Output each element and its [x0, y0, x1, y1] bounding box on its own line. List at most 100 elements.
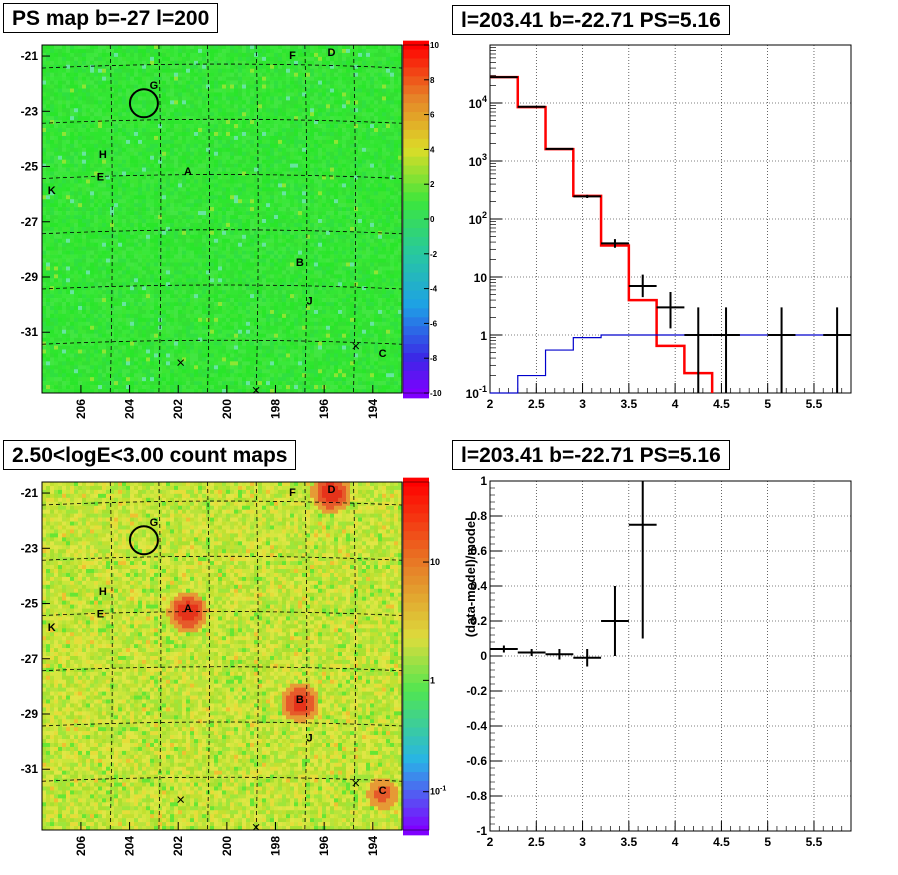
map-xtick-label: 202	[171, 399, 185, 419]
residual-panel: 2 2.5 3 3.5 4 4.5 5 5.5 1 0.8 0.6 0.4 0.2 0 -0.2 -0.4 -0…	[449, 437, 898, 875]
source-label-c: C	[379, 785, 387, 797]
spectrum-svg: 2 2.5 3 3.5 4 4.5 5 5.5 10-1 1 10 102 103 104	[466, 44, 852, 411]
residual-ytick-label: -0.4	[466, 719, 487, 733]
data-point	[628, 274, 657, 298]
colorbar-tick-label: 1	[430, 675, 435, 685]
map-ytick-label: -31	[21, 762, 39, 776]
spectrum-ytick-label: 10-1	[466, 384, 487, 401]
count-map-panel: 206 204 202 200 198 196 194 -21 -23 -25 -27 -29 -31 A…	[0, 437, 449, 875]
residual-xtick-label: 4	[672, 835, 679, 849]
spectrum-xtick-label: 3.5	[621, 397, 638, 411]
cross-marker	[177, 796, 185, 803]
marked-position-circle	[128, 88, 159, 119]
count-map-title: 2.50<logE<3.00 count maps	[3, 440, 297, 470]
colorbar-frame	[402, 481, 430, 831]
colorbar-tick-label: 2	[430, 180, 435, 189]
residual-xtick-label: 5.5	[806, 835, 823, 849]
cross-marker	[252, 386, 260, 394]
colorbar-tick-label: 4	[430, 145, 435, 154]
spectrum-xtick-label: 4	[672, 397, 679, 411]
cross-marker	[352, 342, 360, 350]
data-point	[573, 194, 602, 199]
spectrum-ytick-label: 10	[474, 271, 488, 285]
map-xtick-label: 198	[269, 399, 283, 419]
map-ytick-label: -23	[21, 104, 39, 118]
map-xtick-label: 194	[366, 399, 380, 419]
cross-marker	[352, 779, 360, 787]
map-ytick-label: -29	[21, 707, 39, 721]
map-ytick-label: -27	[21, 215, 39, 229]
residual-ytick-label: 1	[480, 474, 487, 488]
spectrum-xtick-label: 5.5	[806, 397, 823, 411]
colorbar-tick-label: 0	[430, 215, 435, 224]
residual-point	[517, 649, 546, 656]
map-grid	[41, 481, 403, 831]
ps-map-svg: 206 204 202 200 198 196 194-21-23-25-27-29-31A…	[21, 40, 442, 419]
source-label-j: J	[307, 733, 313, 745]
map-xtick-label: 206	[74, 399, 88, 419]
spectrum-panel: 2 2.5 3 3.5 4 4.5 5 5.5 10-1 1 10 102 103 104 l=203.4…	[449, 0, 898, 437]
ps-map-panel: 206 204 202 200 198 196 194 -21 -23 -25 -27 -29 -31 A…	[0, 0, 449, 437]
residual-xtick-label: 3	[579, 835, 586, 849]
residual-ytick-label: 0.6	[470, 544, 487, 558]
map-xtick-label: 198	[269, 836, 283, 856]
map-pixels	[42, 45, 403, 394]
map-xtick-label: 200	[220, 399, 234, 419]
residual-ytick-label: 0.8	[470, 509, 487, 523]
data-point	[712, 307, 740, 393]
source-label-f: F	[289, 487, 296, 499]
data-point	[684, 307, 713, 393]
source-label-a: A	[184, 166, 192, 178]
residual-point	[545, 649, 574, 660]
spectrum-ytick-label: 102	[469, 210, 487, 227]
residual-ytick-label: -0.8	[466, 789, 487, 803]
map-xtick-label: 202	[171, 836, 185, 856]
spectrum-xtick-label: 3	[579, 397, 586, 411]
map-ytick-label: -25	[21, 160, 39, 174]
map-xtick-label: 196	[317, 399, 331, 419]
data-point	[490, 76, 518, 79]
spectrum-xtick-label: 5	[764, 397, 771, 411]
map-ytick-label: -27	[21, 652, 39, 666]
colorbar-tick-label: 10-1	[430, 786, 446, 797]
data-point	[767, 307, 796, 393]
map-ytick-label: -25	[21, 597, 39, 611]
source-label-a: A	[184, 603, 192, 615]
colorbar-tick-label: 10	[430, 557, 440, 567]
colorbar-tick-label: 10	[430, 41, 439, 50]
colorbar-tick-label: -2	[430, 250, 438, 259]
source-label-f: F	[289, 50, 296, 62]
map-ytick-label: -21	[21, 486, 39, 500]
count-map-svg: 206 204 202 200 198 196 194 -21 -23 -25 -27 -29 -31 A…	[21, 477, 446, 856]
residual-xtick-label: 5	[764, 835, 771, 849]
source-label-g: G	[150, 80, 159, 92]
source-label-k: K	[48, 185, 56, 197]
residual-svg: 2 2.5 3 3.5 4 4.5 5 5.5 1 0.8 0.6 0.4 0.2 0 -0.2 -0.4 -0…	[463, 474, 852, 849]
map-xtick-label: 206	[74, 836, 88, 856]
spectrum-xtick-label: 2	[487, 397, 494, 411]
spectrum-ytick-label: 103	[469, 152, 487, 169]
residual-xtick-label: 3.5	[621, 835, 638, 849]
map-pixels	[42, 482, 403, 831]
source-label-e: E	[97, 608, 104, 620]
residual-ytick-label: 0	[480, 649, 487, 663]
residual-xtick-label: 4.5	[713, 835, 730, 849]
source-label-g: G	[150, 517, 159, 529]
colorbar-tick-label: 8	[430, 76, 435, 85]
colorbar-tick-label: -8	[430, 354, 438, 363]
map-xtick-label: 194	[366, 836, 380, 856]
colorbar-tick-label: -4	[430, 285, 438, 294]
data-point	[517, 105, 546, 108]
residual-point	[628, 481, 657, 639]
residual-ytick-label: -0.6	[466, 754, 487, 768]
source-label-h: H	[99, 149, 107, 161]
map-frame	[41, 44, 403, 394]
data-point	[601, 239, 629, 248]
source-label-b: B	[296, 257, 304, 269]
data-point	[656, 292, 685, 329]
residual-ytick-label: 0.4	[470, 579, 487, 593]
residual-xtick-label: 2	[487, 835, 494, 849]
source-label-d: D	[327, 484, 335, 496]
colorbar	[403, 477, 429, 836]
residual-xtick-label: 2.5	[528, 835, 545, 849]
